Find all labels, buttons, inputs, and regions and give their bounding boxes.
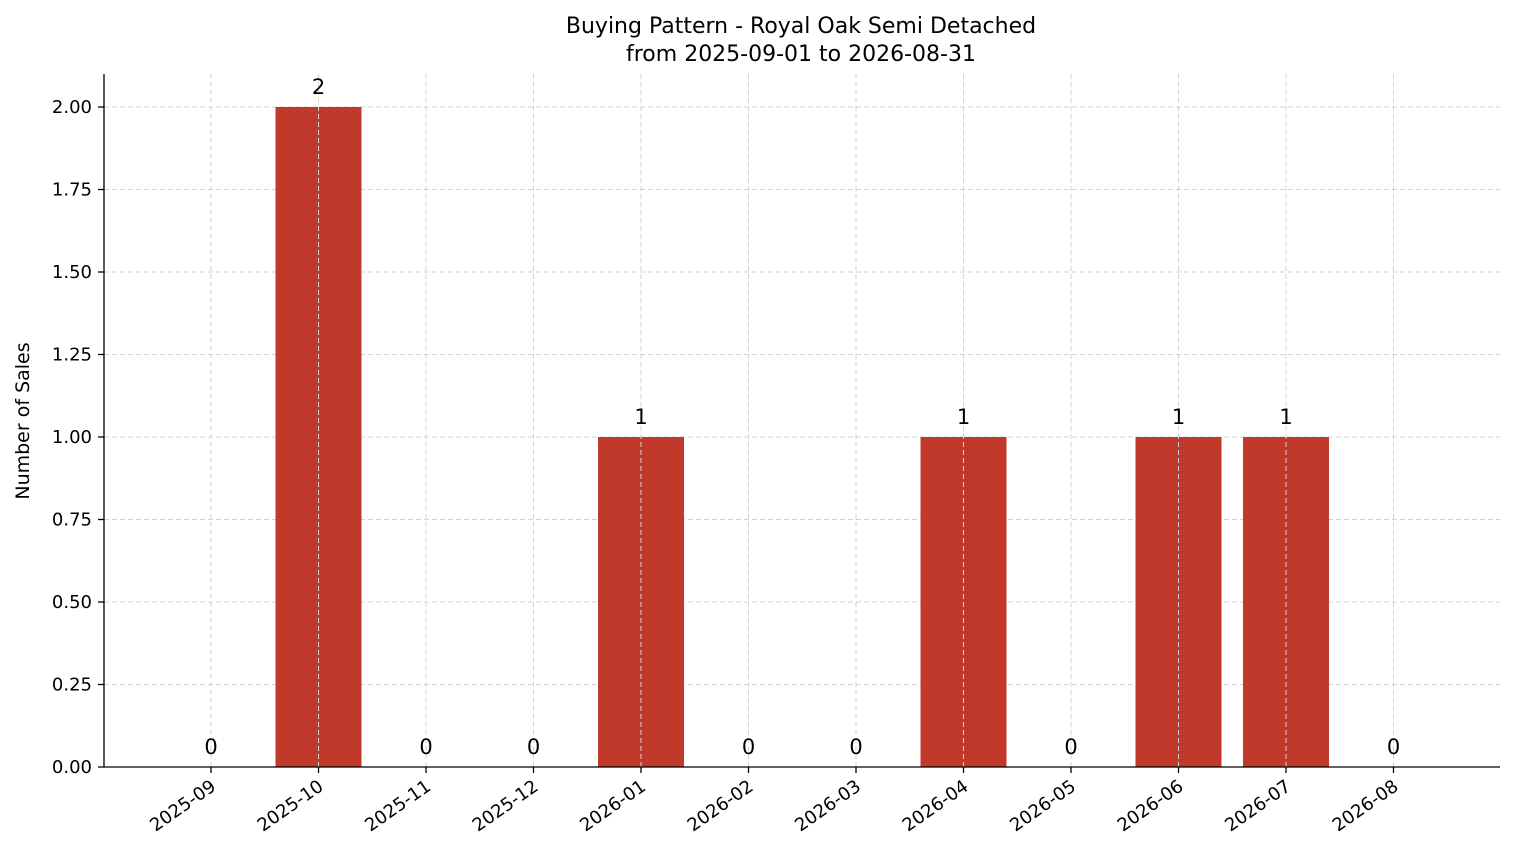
y-tick-label: 0.75 xyxy=(52,510,92,531)
x-tick-label: 2025-11 xyxy=(361,776,435,836)
vertical-grid-layer xyxy=(210,74,1394,767)
data-label: 1 xyxy=(634,405,647,429)
data-label: 1 xyxy=(1279,405,1292,429)
y-tick-label: 1.25 xyxy=(52,345,92,366)
data-label: 2 xyxy=(312,75,325,99)
x-tick-label: 2025-09 xyxy=(146,776,220,836)
data-label: 0 xyxy=(204,735,217,759)
y-tick-label: 0.25 xyxy=(52,675,92,696)
x-tick-label: 2025-12 xyxy=(469,776,543,836)
x-tick-label: 2026-03 xyxy=(791,776,865,836)
x-tick-label: 2026-06 xyxy=(1114,776,1188,836)
data-label: 0 xyxy=(419,735,432,759)
data-label: 1 xyxy=(1172,405,1185,429)
data-label: 0 xyxy=(849,735,862,759)
chart-subtitle: from 2025-09-01 to 2026-08-31 xyxy=(626,42,976,67)
y-tick-label: 1.00 xyxy=(52,427,92,448)
y-tick-label: 0.50 xyxy=(52,592,92,613)
y-tick-label: 2.00 xyxy=(52,97,92,118)
data-labels-layer: 0 2 0 0 1 0 0 1 0 1 1 0 xyxy=(204,75,1400,759)
y-axis-label: Number of Sales xyxy=(12,342,34,499)
chart-title: Buying Pattern - Royal Oak Semi Detached xyxy=(566,14,1036,39)
y-tick-label: 1.75 xyxy=(52,180,92,201)
data-label: 0 xyxy=(527,735,540,759)
x-tick-label: 2026-07 xyxy=(1221,776,1295,836)
y-tick-label: 1.50 xyxy=(52,262,92,283)
data-label: 0 xyxy=(1387,735,1400,759)
x-tick-label: 2026-01 xyxy=(576,776,650,836)
data-label: 1 xyxy=(957,405,970,429)
data-label: 0 xyxy=(1064,735,1077,759)
x-tick-label: 2026-02 xyxy=(684,776,758,836)
y-tick-label: 0.00 xyxy=(52,757,92,778)
x-tick-label: 2025-10 xyxy=(254,776,328,836)
x-tick-label: 2026-04 xyxy=(899,776,973,836)
x-tick-label: 2026-05 xyxy=(1006,776,1080,836)
data-label: 0 xyxy=(742,735,755,759)
x-tick-label: 2026-08 xyxy=(1329,776,1403,836)
